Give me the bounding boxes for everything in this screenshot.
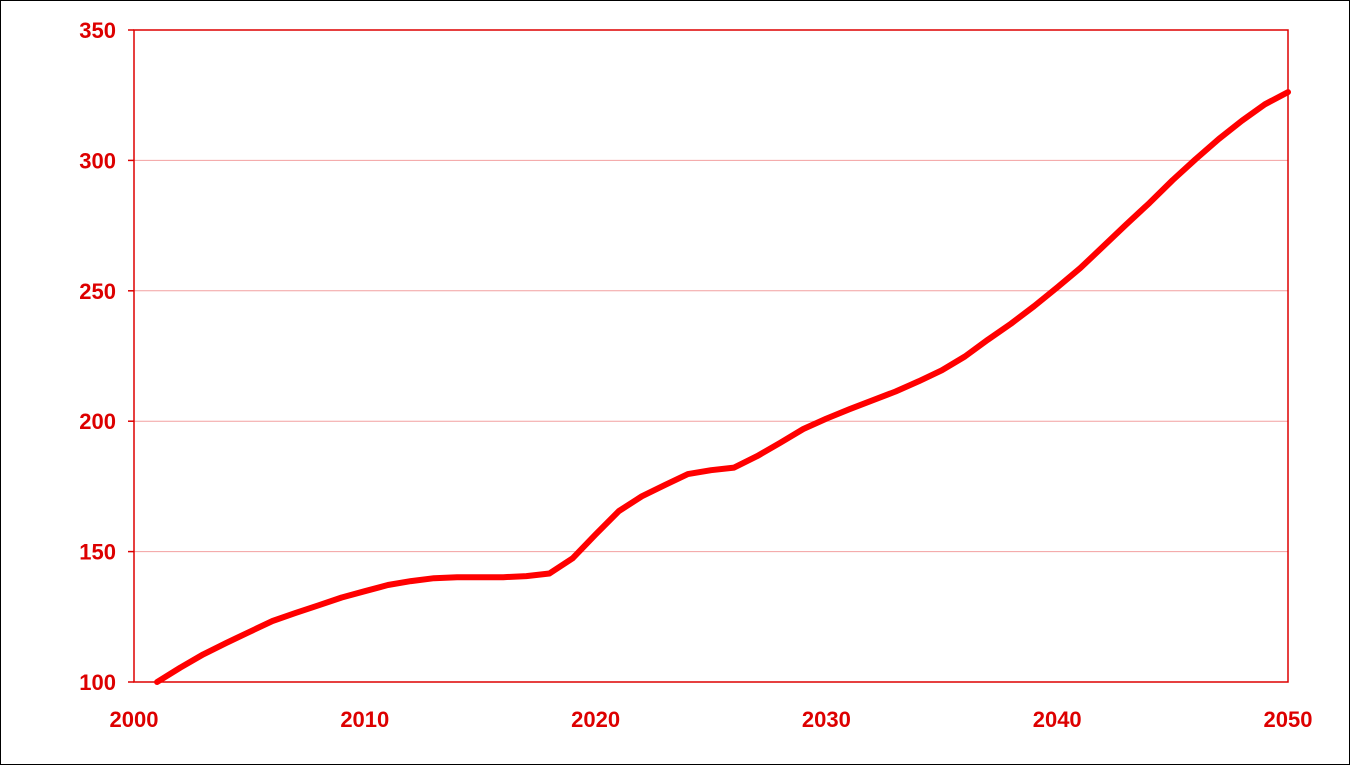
x-tick-label: 2010 (340, 707, 389, 732)
x-tick-label: 2030 (802, 707, 851, 732)
y-tick-label: 100 (79, 670, 116, 695)
series-line (154, 89, 1291, 685)
x-tick-label: 2050 (1264, 707, 1313, 732)
x-tick-label: 2000 (110, 707, 159, 732)
plot-area-border (133, 29, 1289, 683)
y-tick-label: 250 (79, 279, 116, 304)
y-tick-label: 150 (79, 540, 116, 565)
x-tick-label: 2020 (571, 707, 620, 732)
grid-lines (134, 159, 1288, 553)
y-tick-label: 350 (79, 18, 116, 43)
x-tick-label: 2040 (1033, 707, 1082, 732)
y-tick-label: 200 (79, 409, 116, 434)
y-axis-ticks: 100 150 200 250 300 350 (79, 18, 134, 695)
x-axis-ticks: 2000 2010 2020 2030 2040 2050 (110, 707, 1313, 732)
y-tick-label: 300 (79, 148, 116, 173)
